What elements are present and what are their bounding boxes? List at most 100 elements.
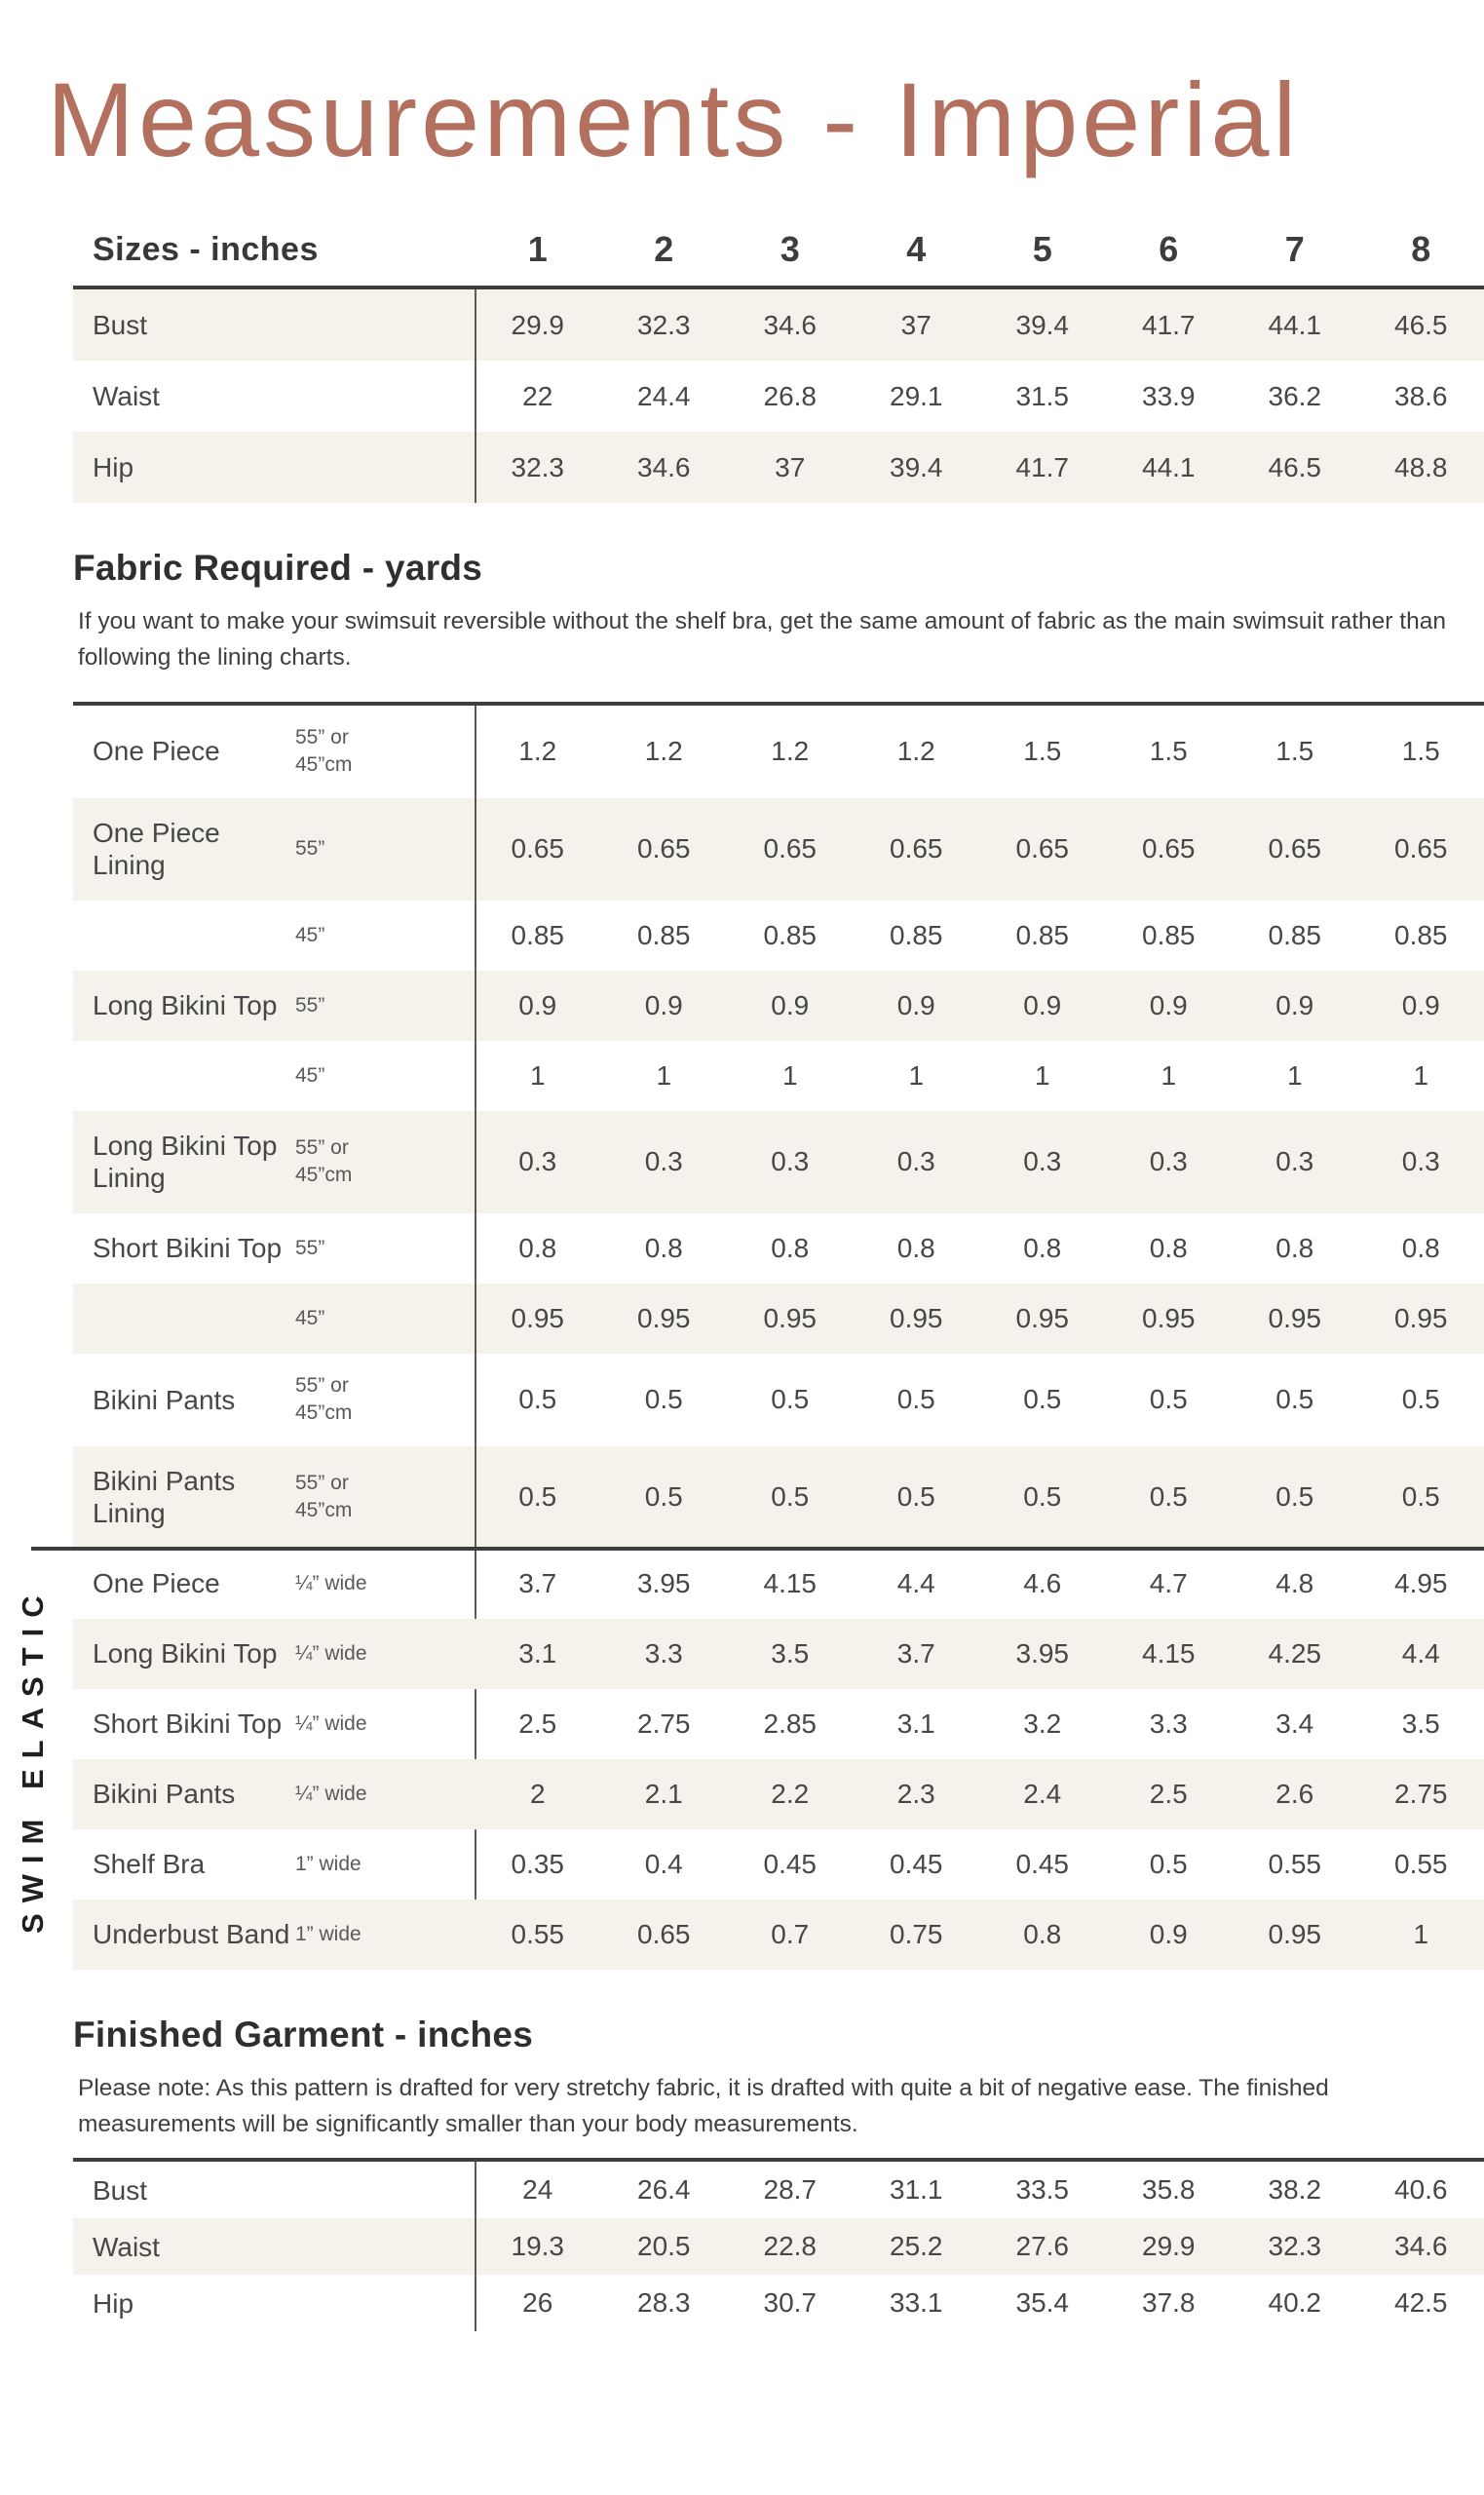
table-row: Bikini Pants Lining 55” or 45”cm 0.5 0.5 0… [73,1445,1484,1549]
value-cell: 0.9 [644,989,683,1020]
value-cell: 0.5 [896,1384,935,1415]
value-cell: 3.5 [1401,1708,1440,1739]
table-row: One Piece Lining 55” 0.65 0.65 0.65 0.65 0.6… [73,797,1484,901]
sizes-header-label: Sizes - inches [93,230,319,268]
value-cell: 39.4 [1015,309,1070,340]
table-row: Short Bikini Top ¼” wide 2.5 2.75 2.85 3.1 3… [73,1689,1484,1759]
row-spec: 55” or 45”cm [295,1373,353,1425]
row-label: Hip [93,2287,134,2319]
value-cell: 22 [522,380,553,411]
value-cell: 1.5 [1401,736,1440,767]
value-cell: 0.9 [1149,989,1188,1020]
value-cell: 34.6 [637,451,691,482]
size-column-header: 4 [906,229,927,270]
value-cell: 1 [1286,1059,1303,1091]
size-column-header: 6 [1159,229,1179,270]
value-cell: 0.85 [1142,919,1196,950]
table-row: 45” 0.95 0.95 0.95 0.95 0.95 0.95 0.95 0.95 [73,1283,1484,1354]
value-cell: 0.9 [1275,989,1314,1020]
value-cell: 0.5 [771,1481,810,1513]
value-cell: 32.3 [1268,2231,1322,2262]
value-cell: 0.85 [511,919,565,950]
value-cell: 0.9 [518,989,557,1020]
table-row: Long Bikini Top Lining 55” or 45”cm 0.3 0… [73,1110,1484,1213]
value-cell: 1.5 [1023,736,1062,767]
value-cell: 3.5 [771,1637,810,1669]
value-cell: 0.3 [1401,1146,1440,1177]
value-cell: 3.7 [896,1637,935,1669]
top-rule [73,2158,1484,2163]
table-row: Waist 22 24.4 26.8 29.1 31.5 33.9 36.2 38.6 [73,361,1484,432]
value-cell: 1.2 [896,736,935,767]
fabric-note: If you want to make your swimsuit revers… [78,608,1446,672]
value-cell: 42.5 [1394,2287,1448,2319]
table-row: One Piece ¼” wide 3.7 3.95 4.15 4.4 4.6 4.7 4.… [73,1549,1484,1619]
value-cell: 0.3 [644,1146,683,1177]
row-label: Short Bikini Top [93,1708,283,1740]
value-cell: 0.95 [1394,1302,1448,1333]
row-spec: 45” [295,1306,325,1329]
row-label: Long Bikini Top [93,1638,278,1670]
value-cell: 0.3 [1149,1146,1188,1177]
value-cell: 0.8 [1149,1232,1188,1263]
row-label: One Piece Lining [93,817,220,881]
value-cell: 0.5 [1401,1481,1440,1513]
value-cell: 0.55 [511,1918,565,1949]
row-spec: 55” or 45”cm [295,1471,353,1522]
swim-elastic-table: SWIM ELASTIC One Piece ¼” wide 3.7 3.95 4.… [16,1546,1484,1970]
value-cell: 3.1 [896,1708,935,1739]
value-cell: 0.65 [637,833,691,864]
value-cell: 0.5 [1149,1481,1188,1513]
table-row: Long Bikini Top 55” 0.9 0.9 0.9 0.9 0.9 0.9 0.… [73,970,1484,1041]
value-cell: 4.4 [896,1567,935,1598]
value-cell: 41.7 [1142,309,1196,340]
row-spec: 55” [295,837,325,860]
value-cell: 36.2 [1268,380,1322,411]
value-cell: 0.7 [771,1918,810,1949]
value-cell: 0.35 [511,1848,565,1879]
value-cell: 33.1 [890,2287,943,2319]
finished-note: Please note: As this pattern is drafted … [78,2074,1329,2137]
table-row: Hip 26 28.3 30.7 33.1 35.4 37.8 40.2 42.5 [73,2275,1484,2331]
value-cell: 0.65 [1268,833,1322,864]
value-cell: 1.2 [644,736,683,767]
value-cell: 2.5 [518,1708,557,1739]
row-label: One Piece [93,1568,220,1599]
value-cell: 48.8 [1394,451,1448,482]
value-cell: 0.8 [1023,1232,1062,1263]
value-cell: 3.95 [1015,1637,1070,1669]
value-cell: 3.2 [1023,1708,1062,1739]
value-cell: 2.4 [1023,1778,1062,1809]
table-row: Bikini Pants 55” or 45”cm 0.5 0.5 0.5 0.5 0.… [73,1354,1484,1446]
value-cell: 4.95 [1394,1567,1448,1598]
value-cell: 2.1 [644,1778,683,1809]
value-cell: 31.1 [890,2174,943,2206]
value-cell: 0.95 [637,1302,691,1333]
value-cell: 0.85 [1268,919,1322,950]
value-cell: 0.95 [511,1302,565,1333]
value-cell: 0.5 [1023,1481,1062,1513]
value-cell: 0.45 [1015,1848,1070,1879]
value-cell: 0.5 [518,1481,557,1513]
value-cell: 4.6 [1023,1567,1062,1598]
table-row: Waist 19.3 20.5 22.8 25.2 27.6 29.9 32.3 34.6 [73,2218,1484,2276]
row-label: Long Bikini Top Lining [93,1130,278,1194]
value-cell: 2.3 [896,1778,935,1809]
value-cell: 3.3 [1149,1708,1188,1739]
value-cell: 26 [522,2287,553,2319]
value-cell: 37.8 [1142,2287,1196,2319]
value-cell: 29.9 [1142,2231,1196,2262]
value-cell: 0.65 [1015,833,1070,864]
value-cell: 33.5 [1015,2174,1070,2206]
row-label: Bust [93,2174,148,2206]
size-column-header: 2 [654,229,674,270]
page-title: Measurements - Imperial [47,60,1301,178]
value-cell: 40.6 [1394,2174,1448,2206]
value-cell: 2.85 [763,1708,818,1739]
value-cell: 4.15 [1142,1637,1196,1669]
value-cell: 1 [781,1059,798,1091]
value-cell: 0.65 [1394,833,1448,864]
value-cell: 0.9 [1023,989,1062,1020]
value-cell: 20.5 [637,2231,691,2262]
value-cell: 0.85 [1015,919,1070,950]
